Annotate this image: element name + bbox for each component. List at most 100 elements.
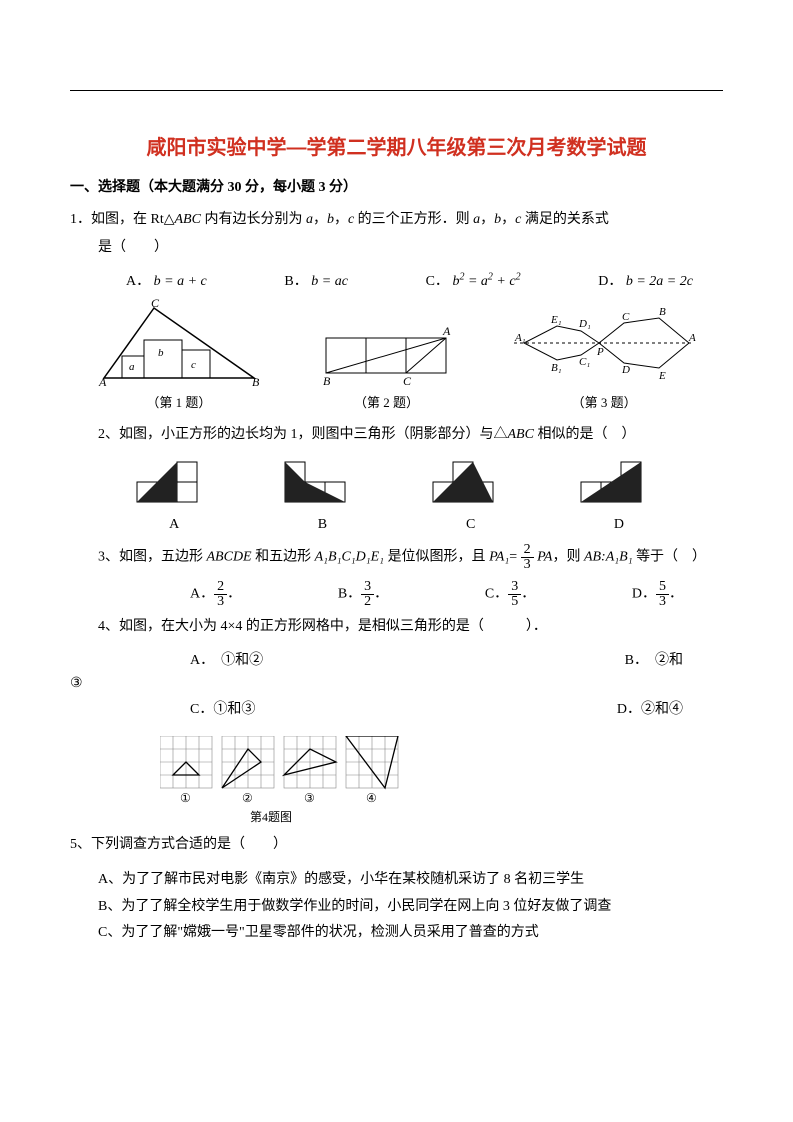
q4-f3: ③ (304, 791, 315, 805)
q1-c2: ， (334, 212, 348, 227)
q4-figcap: 第4题图 (160, 808, 723, 825)
q2-figD: D (571, 457, 666, 533)
q1-c4: ， (501, 212, 515, 227)
q3-pa: PA (537, 550, 552, 565)
q1-td: 的三个正方形．则 (354, 212, 473, 227)
q4-extra: ③ (70, 675, 723, 692)
q4-C: C．①和③ (190, 698, 255, 718)
q2-tail: 相似的是（ ） (534, 427, 636, 442)
q2A-svg (127, 457, 222, 517)
f2-B: B (323, 374, 331, 388)
q2B-lab: B (275, 517, 370, 533)
q4-row1: A． ①和② B． ②和 (70, 649, 723, 669)
q3C-l: C． (485, 587, 508, 602)
fig2-svg: A B C (311, 313, 461, 388)
q2C-lab: C (423, 517, 518, 533)
f3-C1: C₁ (579, 356, 590, 368)
q3C-n: 3 (508, 580, 521, 595)
q3-frac: 23 (521, 543, 534, 572)
q3-D: D．53． (632, 580, 683, 609)
q3-tb: 和五边形 (252, 550, 315, 565)
question-2: 2、如图，小正方形的边长均为 1，则图中三角形（阴影部分）与△ABC 相似的是（… (70, 421, 723, 449)
q1D-lab: D． (598, 274, 622, 289)
top-divider (70, 90, 723, 91)
fig3-cap: （第 3 题） (509, 392, 699, 411)
figure-row-1: A B C a b c （第 1 题） A B C （第 2 题） P A₁ (70, 298, 723, 411)
q2D-lab: D (571, 517, 666, 533)
section-1-head: 一、选择题（本大题满分 30 分，每小题 3 分） (70, 176, 723, 196)
q3-num: 3、 (98, 550, 119, 565)
q3-te: 等于（ ） (633, 550, 707, 565)
fig1-svg: A B C a b c (94, 298, 264, 388)
f3-P: P (596, 346, 604, 358)
q1A-lab: A． (126, 274, 150, 289)
fig1: A B C a b c （第 1 题） (94, 298, 264, 411)
q1-b: b (327, 212, 334, 227)
q2-figA: A (127, 457, 222, 533)
q3-ratio: AB:A₁B₁ (584, 550, 633, 565)
q3D-n: 5 (656, 580, 669, 595)
q4-f4: ④ (366, 791, 377, 805)
q1-line2: 是（ ） (70, 234, 723, 262)
f1-B: B (252, 375, 260, 388)
question-5: 5、下列调查方式合适的是（ ） (70, 831, 723, 859)
q1-c3: ， (480, 212, 494, 227)
q1C-m: b2 = a2 + c2 (452, 274, 520, 289)
q3B-n: 3 (361, 580, 374, 595)
q2-figB: B (275, 457, 370, 533)
f3-B1: B₁ (551, 362, 562, 374)
q1-optB: B． b = ac (284, 270, 348, 290)
q4-B: B． ②和 (625, 649, 683, 669)
q3B-dot: ． (374, 587, 388, 602)
q2A-lab: A (127, 517, 222, 533)
q5-text: 下列调查方式合适的是（ ） (91, 837, 287, 852)
q4-f1: ① (180, 791, 191, 805)
q5-C: C、为了了解"嫦娥一号"卫星零部件的状况，检测人员采用了普查的方式 (70, 920, 723, 947)
q3-B: B．32． (338, 580, 388, 609)
q3-p2: A₁B₁C₁D₁E₁ (315, 550, 384, 565)
q3A-l: A． (190, 587, 214, 602)
q2D-svg (571, 457, 666, 517)
q1-num: 1． (70, 212, 91, 227)
f1-cl: c (191, 359, 196, 371)
q4-row2: C．①和③ D．②和④ (70, 698, 723, 718)
page-title: 咸阳市实验中学—学第二学期八年级第三次月考数学试题 (70, 131, 723, 160)
q3B-l: B． (338, 587, 361, 602)
fig1-cap: （第 1 题） (94, 392, 264, 411)
q1C-lab: C． (426, 274, 449, 289)
q3-C: C．35． (485, 580, 535, 609)
q1-ta: 如图，在 Rt△ (91, 212, 175, 227)
fig3: P A₁ E₁ D₁ C₁ B₁ A B C D E （第 3 题） (509, 303, 699, 411)
f3-A: A (688, 332, 696, 344)
q1-c1: ， (313, 212, 327, 227)
q2-text: 如图，小正方形的边长均为 1，则图中三角形（阴影部分）与△ (119, 427, 508, 442)
q3B-d: 2 (361, 595, 374, 609)
f3-E: E (658, 370, 666, 382)
q3-tc: 是位似图形，且 (384, 550, 489, 565)
q1-optC: C． b2 = a2 + c2 (426, 270, 521, 290)
q3A-n: 2 (214, 580, 227, 595)
f3-C: C (622, 311, 630, 323)
q3C-dot: ． (521, 587, 535, 602)
q5-A: A、为了了解市民对电影《南京》的感受，小华在某校随机采访了 8 名初三学生 (70, 867, 723, 894)
fig2: A B C （第 2 题） (311, 313, 461, 411)
f1-C: C (151, 298, 160, 310)
q1B-m: b = ac (311, 274, 348, 289)
fig3-svg: P A₁ E₁ D₁ C₁ B₁ A B C D E (509, 303, 699, 388)
q5-B: B、为了了解全校学生用于做数学作业的时间，小民同学在网上向 3 位好友做了调查 (70, 894, 723, 921)
q3A-dot: ． (227, 587, 241, 602)
q1-te: 满足的关系式 (521, 212, 609, 227)
f3-E1: E₁ (550, 314, 562, 326)
q3A-d: 3 (214, 595, 227, 609)
q3-td: ，则 (552, 550, 584, 565)
q3D-l: D． (632, 587, 656, 602)
q3D-dot: ． (669, 587, 683, 602)
q3C-d: 5 (508, 595, 521, 609)
q3-ta: 如图，五边形 (119, 550, 207, 565)
q3-fn: 2 (521, 543, 534, 558)
q4-svg: ① ② ③ ④ (160, 736, 420, 808)
q3-A: A．23． (190, 580, 241, 609)
q1C-s3: 2 (516, 271, 521, 282)
q4-figs: ① ② ③ ④ 第4题图 (70, 724, 723, 831)
f3-B: B (659, 306, 666, 318)
